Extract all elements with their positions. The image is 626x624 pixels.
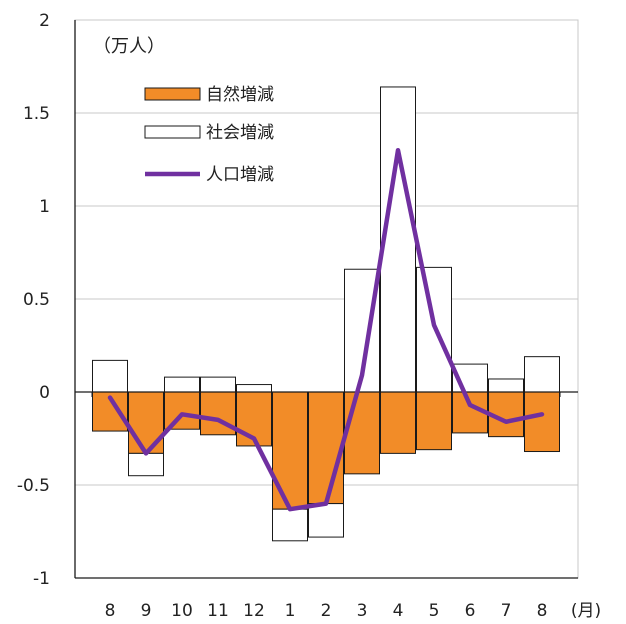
social-change-bar — [488, 378, 524, 393]
legend-natural-change-swatch — [144, 87, 201, 101]
line-layer — [107, 147, 545, 512]
social-change-bar — [200, 376, 236, 393]
social-change-bar — [236, 384, 272, 393]
natural-change-bar — [128, 391, 164, 454]
y-tick-label: 0.5 — [23, 290, 50, 310]
natural-change-bar — [272, 391, 308, 510]
natural-change-bar — [416, 391, 452, 451]
y-tick-label: -1 — [33, 569, 50, 589]
x-tick-label: 8 — [537, 601, 548, 621]
natural-change-bar — [164, 391, 200, 430]
natural-change-bar — [308, 391, 344, 505]
y-tick-label: 2 — [39, 11, 50, 31]
x-tick-label: 2 — [321, 601, 332, 621]
label-layer: 21.510.50-0.5-18 9 10 11 12 1 2 3 4 5 6 7 8 (月)（万人） — [17, 11, 601, 621]
legend-population-change-label: 人口増減 — [206, 165, 274, 185]
y-tick-label: 1 — [39, 197, 50, 217]
x-tick-label: 6 — [465, 601, 476, 621]
legend-social-change-label: 社会増減 — [206, 123, 274, 143]
x-tick-label: 4 — [393, 601, 404, 621]
x-tick-label: 11 — [207, 601, 229, 621]
x-tick-label: 5 — [429, 601, 440, 621]
natural-change-bar — [524, 391, 560, 453]
social-change-bar — [524, 356, 560, 393]
social-change-bar — [164, 376, 200, 393]
social-change-bar — [272, 508, 308, 542]
social-change-bar — [92, 359, 128, 393]
natural-change-bar — [344, 391, 380, 475]
x-tick-label: 1 — [285, 601, 296, 621]
x-tick-label: 9 — [141, 601, 152, 621]
social-change-bar — [308, 503, 344, 538]
y-unit-label: （万人） — [93, 36, 165, 57]
y-tick-label: 1.5 — [23, 104, 50, 124]
x-tick-label: 10 — [171, 601, 193, 621]
y-tick-label: 0 — [39, 383, 50, 403]
x-tick-label: 7 — [501, 601, 512, 621]
x-tick-label: 3 — [357, 601, 368, 621]
natural-change-bar — [380, 391, 416, 454]
bar-layer — [92, 86, 560, 542]
x-tick-label: 8 — [105, 601, 116, 621]
y-tick-label: -0.5 — [17, 476, 50, 496]
axis-layer — [74, 20, 578, 579]
x-unit-label: (月) — [571, 601, 601, 621]
x-tick-label: 12 — [243, 601, 265, 621]
legend-natural-change-label: 自然増減 — [206, 85, 274, 105]
social-change-bar — [128, 452, 164, 477]
legend-social-change-swatch — [144, 125, 201, 139]
